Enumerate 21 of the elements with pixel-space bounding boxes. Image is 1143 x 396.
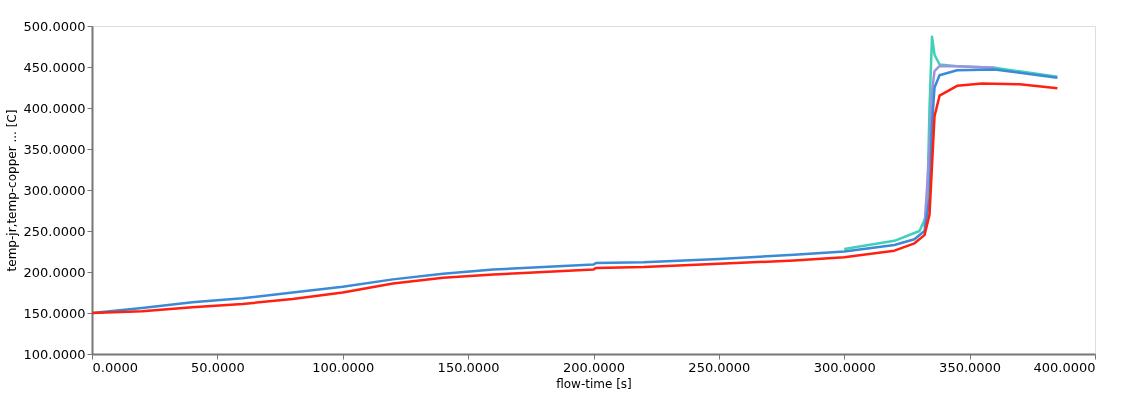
y-tick-label: 100.0000 — [23, 346, 86, 362]
y-tick-label: 300.0000 — [23, 182, 86, 198]
y-tick-label: 500.0000 — [23, 18, 86, 34]
y-tick-label: 350.0000 — [23, 141, 86, 157]
x-tick-label: 300.0000 — [813, 359, 876, 375]
y-tick-label: 400.0000 — [23, 100, 86, 116]
y-axis-title: temp-jr,temp-copper ... [C] — [5, 109, 20, 272]
x-tick-label: 100.0000 — [312, 359, 375, 375]
y-tick-label: 200.0000 — [23, 264, 86, 280]
x-axis-title: flow-time [s] — [556, 376, 632, 391]
y-tick-label: 450.0000 — [23, 59, 86, 75]
x-tick-label: 0.0000 — [92, 359, 138, 375]
x-tick-label: 150.0000 — [437, 359, 500, 375]
line-series — [923, 64, 996, 229]
y-tick-label: 250.0000 — [23, 223, 86, 239]
x-tick-label: 350.0000 — [939, 359, 1002, 375]
x-tick-label: 250.0000 — [688, 359, 751, 375]
x-tick-label: 400.0000 — [1033, 359, 1096, 375]
x-tick-label: 200.0000 — [562, 359, 626, 375]
y-tick-label: 150.0000 — [23, 305, 86, 321]
x-tick-label: 50.0000 — [190, 359, 245, 375]
